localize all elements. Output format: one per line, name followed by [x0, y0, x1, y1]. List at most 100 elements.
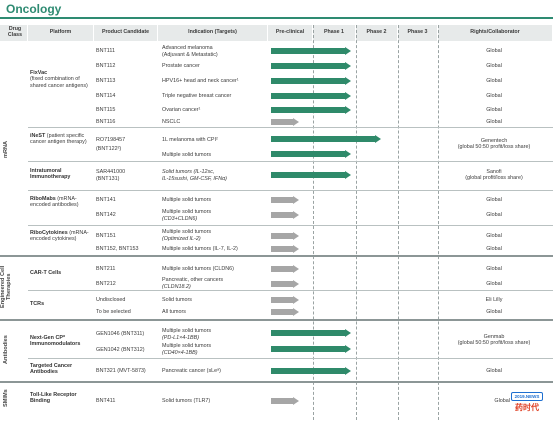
rights-genmab: Genmab (global 50:50 profit/loss share) — [438, 334, 550, 347]
pipeline-bar — [271, 196, 299, 204]
product-name: BNT321 (MVT-5873) — [96, 368, 146, 374]
platform-ribocytokines: RiboCytokines (mRNA-encoded cytokines) — [30, 230, 92, 243]
platform-inest-name: iNeST — [30, 133, 46, 139]
page-title: Oncology — [6, 2, 62, 16]
product-name: BNT111 — [96, 48, 115, 54]
product-name: BNT112 — [96, 63, 116, 69]
platform-inest: iNeST (patient specific cancer antigen t… — [30, 133, 92, 146]
indication: Ovarian cancer¹ — [162, 107, 201, 113]
pipeline-bar — [271, 150, 351, 158]
rights-sanofi-detail: (global profit/loss share) — [465, 175, 523, 182]
indication-detail: IL-15sushi, GM-CSF, IFNα) — [162, 176, 227, 182]
indication-detail: (PD-L1×4-1BB) — [162, 335, 200, 341]
rights-genentech-detail: (global 50:50 profit/loss share) — [457, 144, 531, 151]
indication: Multiple solid tumors — [162, 343, 212, 349]
indication: Solid tumors (TLR7) — [162, 398, 211, 404]
rights: Global — [486, 266, 502, 272]
indication: Multiple solid tumors — [162, 197, 212, 203]
indication: Advanced melanoma — [162, 45, 213, 51]
indication: Multiple solid tumors — [162, 152, 212, 158]
indication: Pancreatic, other cancers — [162, 277, 224, 283]
platform-nextgen: Next-Gen CP* Immunomodulators — [30, 335, 92, 348]
platform-fixvac-name: FixVac — [30, 70, 48, 76]
platform-ribomabs-name: RiboMabs — [30, 196, 56, 202]
pipeline-bar — [271, 62, 351, 70]
platform-ribocytokines-name: RiboCytokines — [30, 230, 68, 236]
pipeline-bar — [271, 211, 299, 219]
indication: Multiple solid tumors (CLDN6) — [162, 266, 234, 272]
product-name: BNT411 — [96, 398, 116, 404]
indication-detail: (CLDN18.2) — [162, 284, 191, 290]
watermark-top: 2019.NEWS — [511, 392, 543, 401]
header-phase1: Phase 1 — [313, 25, 356, 41]
platform-nextgen-name: Next-Gen CP* Immunomodulators — [30, 335, 81, 348]
indication: 1L melanoma with CPI² — [162, 137, 218, 143]
product-name: BNT116 — [96, 119, 116, 125]
drug-class-mrna: mRNA — [3, 140, 9, 158]
header-phase2: Phase 2 — [356, 25, 398, 41]
pipeline-bar — [271, 118, 299, 126]
pipeline-bar — [271, 329, 351, 337]
product-name: To be selected — [96, 309, 131, 315]
rights-sanofi-name: Sanofi — [486, 169, 502, 175]
pipeline-bar — [271, 296, 299, 304]
pipeline-bar — [271, 308, 299, 316]
rights: Global — [486, 246, 502, 252]
product-name: SAR441000 — [96, 169, 126, 175]
phase-divider — [398, 25, 399, 420]
pipeline-bar — [271, 367, 351, 375]
product-name: GEN1042 (BNT312) — [96, 347, 145, 353]
row-separator — [28, 225, 553, 226]
product-name: BNT114 — [96, 93, 116, 99]
platform-ribomabs: RiboMabs (mRNA-encoded antibodies) — [30, 196, 92, 209]
rights: Global — [486, 78, 502, 84]
header-indication: Indication (Targets) — [158, 25, 268, 41]
title-rule — [0, 17, 553, 19]
rights: Global — [486, 233, 502, 239]
platform-intratumoral-name: Intratumoral Immunotherapy — [30, 168, 71, 181]
platform-intratumoral: Intratumoral Immunotherapy — [30, 168, 92, 181]
pipeline-bar — [271, 245, 299, 253]
product-name: (BNT122²) — [96, 146, 122, 152]
phase-divider — [356, 25, 357, 420]
row-separator — [28, 161, 553, 162]
drug-class-smims: SMIMs — [3, 389, 9, 407]
drug-class-antibodies: Antibodies — [3, 335, 9, 365]
platform-targeted-name: Targeted Cancer Antibodies — [30, 363, 73, 376]
product-name: BNT151 — [96, 233, 116, 239]
indication: Multiple solid tumors (IL-7, IL-2) — [162, 246, 238, 252]
rights: Global — [486, 368, 502, 374]
product-name: BNT115 — [96, 107, 116, 113]
row-separator — [28, 127, 553, 128]
product-name-alt: (BNT131) — [96, 176, 120, 182]
row-separator — [28, 190, 553, 191]
indication: Multiple solid tumors — [162, 229, 212, 235]
pipeline-bar — [271, 92, 351, 100]
rights: Global — [486, 63, 502, 69]
header-product: Product Candidate — [94, 25, 158, 41]
rights: Eli Lilly — [485, 297, 503, 303]
header-preclinical: Pre-clinical — [268, 25, 313, 41]
phase-divider — [438, 25, 439, 420]
pipeline-bar — [271, 171, 351, 179]
indication: HPV16+ head and neck cancer¹ — [162, 78, 239, 84]
rights-genentech-name: Genentech — [480, 138, 508, 144]
platform-tcrs: TCRs — [30, 301, 92, 307]
indication: NSCLC — [162, 119, 181, 125]
rights: Global — [486, 107, 502, 113]
indication: All tumors — [162, 309, 186, 315]
indication: Solid tumors (IL-12sc, — [162, 169, 215, 175]
pipeline-bar — [271, 77, 351, 85]
rights: Global — [486, 93, 502, 99]
platform-targeted: Targeted Cancer Antibodies — [30, 363, 92, 376]
header-platform: Platform — [28, 25, 94, 41]
indication-detail: (CD40×4-1BB) — [162, 350, 198, 356]
phase-divider — [313, 25, 314, 420]
indication-detail: (Optimized IL-2) — [162, 236, 201, 242]
pipeline-bar — [271, 397, 299, 405]
row-separator — [28, 290, 553, 291]
indication: Solid tumors — [162, 297, 192, 303]
pipeline-bar — [271, 232, 299, 240]
rights-sanofi: Sanofi (global profit/loss share) — [438, 169, 550, 182]
platform-fixvac-desc: (fixed combination of shared cancer anti… — [30, 76, 88, 89]
